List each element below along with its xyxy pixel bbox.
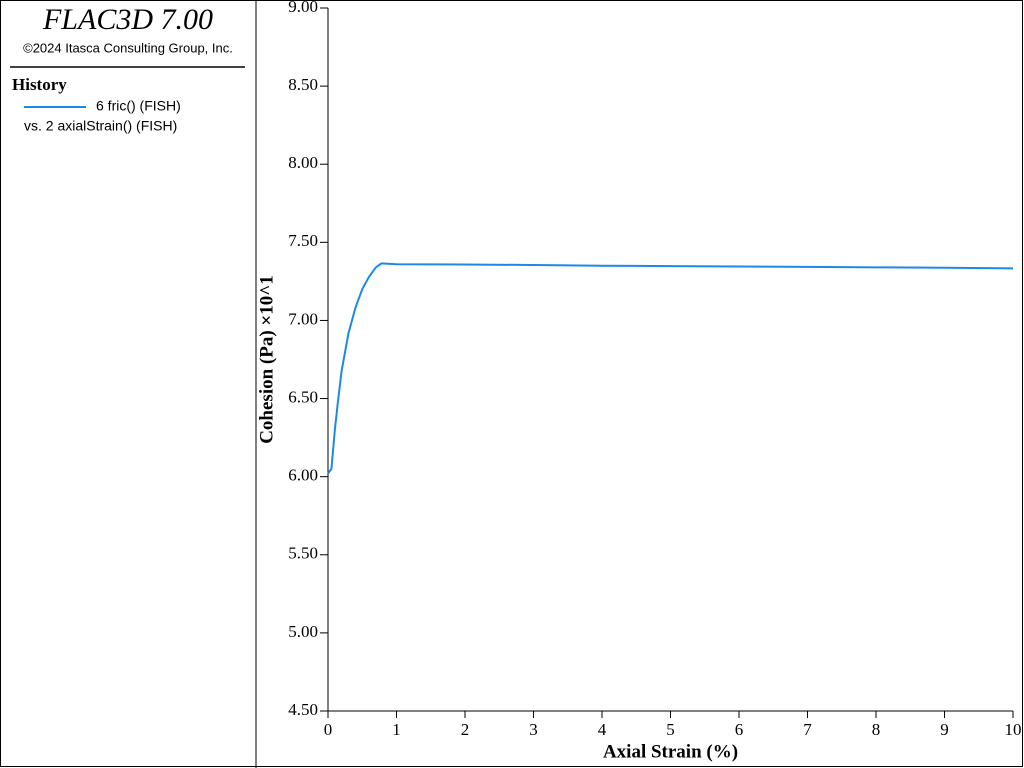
legend-title: History bbox=[12, 75, 67, 94]
x-tick-label: 8 bbox=[872, 720, 881, 739]
x-tick-label: 4 bbox=[598, 720, 607, 739]
y-axis-label: Cohesion (Pa) ×10^1 bbox=[256, 275, 277, 444]
x-axis-label: Axial Strain (%) bbox=[603, 741, 738, 762]
y-tick-label: 5.00 bbox=[288, 622, 318, 641]
x-tick-label: 7 bbox=[803, 720, 812, 739]
x-tick-label: 3 bbox=[529, 720, 538, 739]
y-tick-label: 4.50 bbox=[288, 700, 318, 719]
y-tick-label: 8.00 bbox=[288, 153, 318, 172]
y-tick-label: 9.00 bbox=[288, 0, 318, 16]
y-tick-label: 7.50 bbox=[288, 231, 318, 250]
x-tick-label: 9 bbox=[940, 720, 949, 739]
x-tick-label: 2 bbox=[461, 720, 470, 739]
x-tick-label: 10 bbox=[1005, 720, 1022, 739]
y-tick-label: 7.00 bbox=[288, 309, 318, 328]
x-tick-label: 0 bbox=[324, 720, 333, 739]
app-title: FLAC3D 7.00 bbox=[42, 3, 213, 36]
data-line bbox=[327, 262, 1014, 475]
y-tick-label: 5.50 bbox=[288, 544, 318, 563]
y-tick-label: 6.50 bbox=[288, 387, 318, 406]
copyright: ©2024 Itasca Consulting Group, Inc. bbox=[23, 40, 233, 55]
legend-note: vs. 2 axialStrain() (FISH) bbox=[24, 118, 177, 134]
x-tick-label: 6 bbox=[735, 720, 744, 739]
y-tick-label: 6.00 bbox=[288, 466, 318, 485]
x-tick-label: 5 bbox=[666, 720, 675, 739]
legend-label: 6 fric() (FISH) bbox=[96, 98, 181, 114]
y-tick-label: 8.50 bbox=[288, 75, 318, 94]
x-tick-label: 1 bbox=[392, 720, 401, 739]
